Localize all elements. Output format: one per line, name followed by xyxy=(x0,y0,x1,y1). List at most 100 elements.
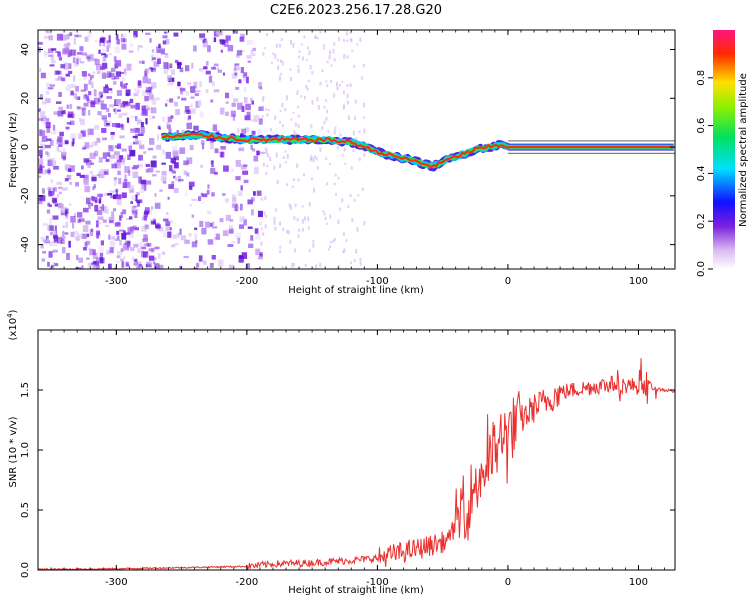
noise-speckle xyxy=(125,181,131,188)
noise-speckle xyxy=(254,168,259,174)
noise-speckle xyxy=(108,217,115,221)
noise-speckle xyxy=(44,144,51,149)
noise-speckle xyxy=(130,201,134,204)
noise-speckle xyxy=(92,249,96,256)
noise-speckle xyxy=(59,131,64,137)
noise-speckle xyxy=(86,233,90,238)
noise-speckle xyxy=(65,73,71,77)
noise-speckle xyxy=(92,71,96,74)
noise-speckle xyxy=(273,216,276,221)
noise-speckle xyxy=(89,229,94,236)
noise-speckle xyxy=(143,215,147,221)
y-tick-label: 0.0 xyxy=(20,562,31,578)
noise-speckle xyxy=(191,62,194,69)
noise-speckle xyxy=(258,106,264,111)
noise-speckle xyxy=(119,239,122,246)
noise-speckle xyxy=(100,94,103,98)
noise-speckle xyxy=(94,150,99,157)
noise-speckle xyxy=(52,261,55,268)
noise-speckle xyxy=(101,115,107,120)
noise-speckle xyxy=(52,249,58,253)
noise-speckle xyxy=(167,231,172,238)
noise-speckle xyxy=(154,202,161,209)
noise-speckle xyxy=(193,125,199,131)
noise-speckle xyxy=(284,150,287,153)
noise-speckle xyxy=(172,150,179,157)
noise-speckle xyxy=(53,248,58,253)
noise-speckle xyxy=(105,84,109,88)
noise-speckle xyxy=(265,108,268,111)
noise-speckle xyxy=(236,206,240,210)
noise-speckle xyxy=(96,232,99,239)
noise-speckle xyxy=(46,91,49,95)
noise-speckle xyxy=(230,110,236,117)
noise-speckle xyxy=(129,98,134,104)
noise-speckle xyxy=(92,252,98,260)
noise-speckle xyxy=(113,56,117,63)
noise-speckle xyxy=(333,57,336,62)
noise-speckle xyxy=(128,50,134,53)
noise-speckle xyxy=(116,255,121,259)
noise-speckle xyxy=(158,264,164,269)
noise-speckle xyxy=(83,75,87,80)
noise-speckle xyxy=(353,259,356,263)
noise-speckle xyxy=(292,178,295,182)
noise-speckle xyxy=(66,174,72,180)
noise-speckle xyxy=(156,133,160,141)
noise-speckle xyxy=(336,85,339,91)
noise-speckle xyxy=(98,94,103,97)
noise-speckle xyxy=(113,108,116,112)
noise-speckle xyxy=(217,69,223,73)
noise-speckle xyxy=(60,239,65,245)
noise-speckle xyxy=(146,92,153,95)
noise-speckle xyxy=(133,214,138,218)
noise-speckle xyxy=(279,72,282,76)
noise-speckle xyxy=(237,128,240,134)
noise-speckle xyxy=(201,227,207,235)
noise-speckle xyxy=(167,116,172,123)
noise-speckle xyxy=(65,86,71,92)
noise-speckle xyxy=(264,47,267,50)
noise-speckle xyxy=(80,130,86,137)
noise-speckle xyxy=(284,107,287,112)
noise-speckle xyxy=(174,59,179,64)
noise-speckle xyxy=(64,140,69,144)
noise-speckle xyxy=(213,37,217,43)
noise-speckle xyxy=(38,118,44,121)
noise-speckle xyxy=(79,61,85,64)
noise-speckle xyxy=(89,152,96,160)
noise-speckle xyxy=(224,92,230,99)
snr-panel: -300 -200 -100 0 100 0.0 0.5 1.0 1.5 Height of … xyxy=(6,309,676,596)
noise-speckle xyxy=(58,91,62,97)
noise-speckle xyxy=(93,184,97,189)
noise-speckle xyxy=(69,120,75,126)
noise-speckle xyxy=(115,194,122,200)
noise-speckle xyxy=(323,47,326,50)
noise-speckle xyxy=(228,264,235,269)
noise-speckle xyxy=(53,187,57,192)
noise-speckle xyxy=(206,189,210,195)
noise-speckle xyxy=(130,247,135,252)
noise-speckle xyxy=(179,228,182,235)
noise-speckle xyxy=(162,35,168,39)
noise-speckle xyxy=(240,185,243,191)
y-tick-label: 1.0 xyxy=(20,442,31,458)
noise-speckle xyxy=(50,56,55,61)
noise-speckle xyxy=(75,267,81,269)
noise-speckle xyxy=(333,238,336,241)
noise-speckle xyxy=(70,84,76,89)
noise-speckle xyxy=(256,190,262,196)
noise-speckle xyxy=(313,187,316,193)
noise-speckle xyxy=(69,182,73,185)
snr-marks xyxy=(38,358,675,570)
noise-speckle xyxy=(74,230,79,235)
noise-speckle xyxy=(293,130,296,136)
noise-speckle xyxy=(198,67,204,72)
noise-speckle xyxy=(363,221,366,226)
noise-speckle xyxy=(238,147,245,152)
noise-speckle xyxy=(145,169,149,173)
noise-speckle xyxy=(177,96,180,99)
noise-speckle xyxy=(354,116,357,121)
noise-speckle xyxy=(83,178,89,186)
noise-speckle xyxy=(287,230,290,235)
